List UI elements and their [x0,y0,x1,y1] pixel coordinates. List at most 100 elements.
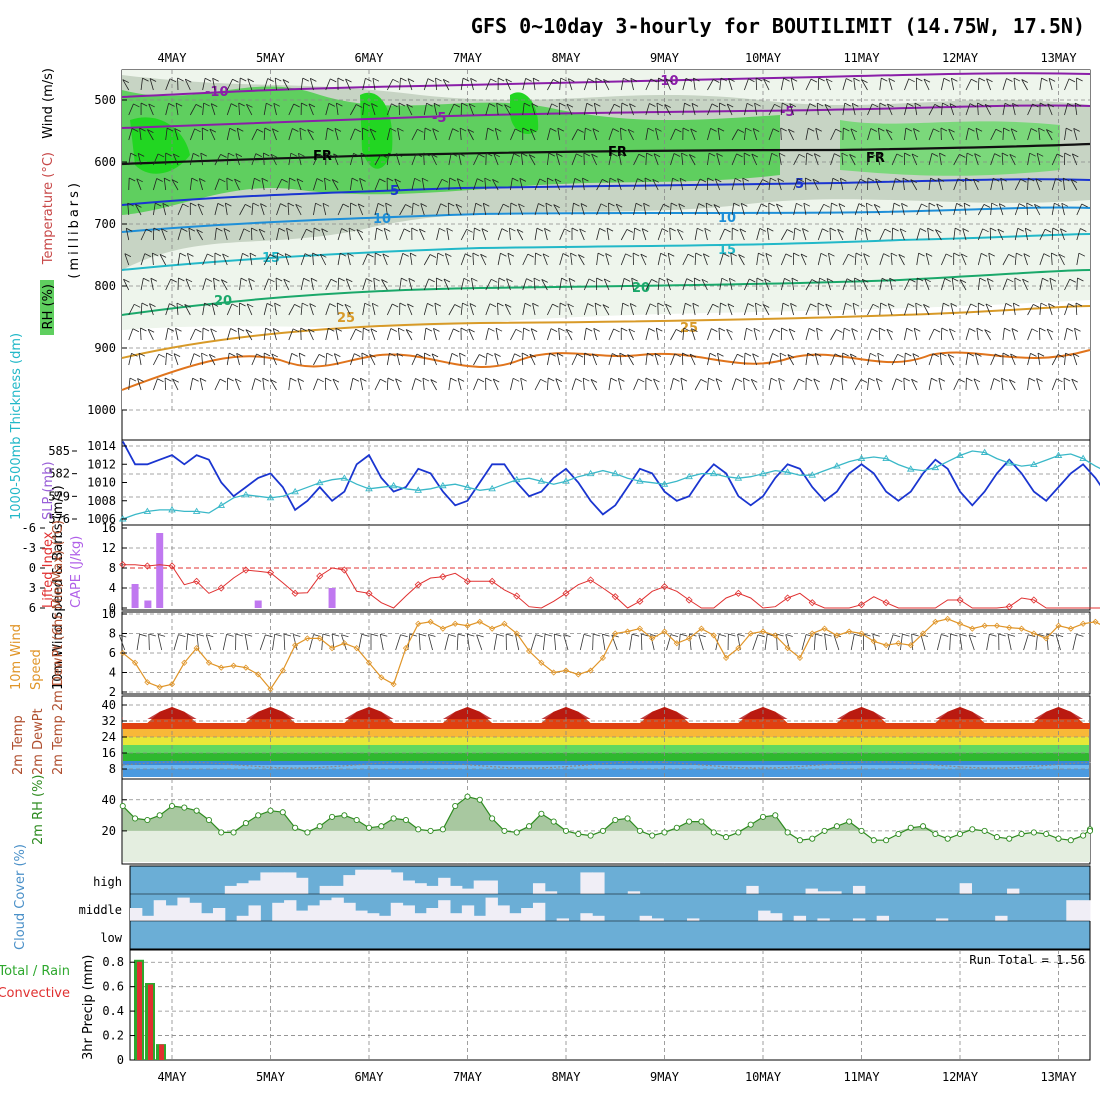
wind-barb [485,353,488,366]
wind-barb [165,353,167,366]
wind-barb [1008,379,1016,391]
wind-barb-flag [595,77,602,82]
wind-barb [768,153,773,166]
wind-barb [1010,128,1016,141]
wind-barb [189,128,195,141]
wind-barb-flag [364,302,371,307]
wind-barb-flag [421,177,429,182]
wind-barb-flag [717,352,724,357]
wind-barb-flag [824,104,832,108]
wind-barb [148,633,150,651]
wind-barb-flag [782,302,790,307]
wind-barb-flag [682,127,690,132]
wind-barb-flag [757,634,766,638]
wind-barb [1009,154,1016,166]
day-label-top: 9MAY [650,51,680,65]
wind-barb-flag [872,303,880,308]
wind-barb-flag [562,253,570,257]
wind-barb [447,202,450,216]
contour-label: FR [608,145,627,160]
wind-barb-flag [870,352,877,357]
wind-barb-flag [369,353,376,358]
wind-barb-flag [371,103,378,107]
wind-barb [448,328,454,341]
wind-barb [128,153,132,166]
wind-barb [813,153,819,166]
y-tick-label: 0.8 [102,955,124,969]
wind-barb [244,634,249,651]
wind-barb-flag [615,203,623,208]
wind-barb-flag [826,78,833,83]
wind-barb [309,303,314,316]
wind-speed-point [452,620,459,627]
wind-barb [349,178,353,191]
wind-barb-flag [571,227,579,232]
wind-barb-flag [596,277,603,282]
wind-barb [730,253,733,266]
wind-barb-flag [965,177,972,182]
wind-barb [1076,228,1081,241]
wind-speed-point [673,640,680,647]
wind-barb-flag [199,178,206,182]
wind-barb [147,129,154,141]
wind-speed-point [993,622,1001,629]
wind-barb-flag [129,377,137,382]
wind-barb [670,202,672,216]
wind-barb [743,78,749,91]
wind-barb [936,203,942,216]
wind-barb [591,353,597,366]
wind-barb-flag [976,327,984,332]
wind-barb-flag [651,279,658,283]
wind-barb [1060,228,1065,241]
wind-barb [731,153,737,166]
wind-barb [399,278,402,291]
wind-barb-flag [745,127,752,132]
lifted-index-point [217,584,225,592]
wind-barb-flag [982,228,989,233]
wind-barb [959,279,967,291]
wind-barb [630,78,634,91]
wind-barb [873,204,881,216]
wind-barb [456,634,459,651]
wind-barb [226,153,229,166]
wind-barb [557,128,561,141]
wind-barb-flag [392,78,399,83]
wind-barb [693,78,696,91]
wind-barb-flag [204,302,211,307]
cloud-middle-cell [793,915,807,921]
wind-barb-flag [544,633,553,637]
wind-barb-flag [405,329,413,333]
wind-barb-flag [809,103,816,107]
wind-barb [904,78,910,91]
wind-barb [842,303,846,316]
wind-barb [468,103,474,116]
wind-barb [990,353,996,366]
rh-point [587,832,594,839]
wind-barb [803,203,807,216]
wind-barb-flag [169,303,176,307]
wind-barb-flag [958,378,965,383]
wind-barb-flag [1049,277,1057,282]
wind-barb-flag [834,353,842,358]
wind-barb-flag [823,203,830,208]
wind-barb-flag [867,177,875,182]
wind-barb-flag [375,252,382,257]
wind-barb-flag [957,178,965,183]
wind-barb-flag [266,302,274,307]
wind-barb [209,128,216,141]
cloud-high-cell [331,885,344,894]
wind-barb [274,78,277,91]
wind-barb-flag [857,227,864,232]
wind-barb [520,153,524,166]
wind-barb [629,303,634,316]
contour-label: 5 [795,177,804,192]
wind-barb-flag [794,227,802,232]
wind-barb [854,379,862,391]
rh-point [304,829,311,836]
wind-barb [750,379,758,391]
wind-barb [226,128,231,141]
wind-barb [189,104,197,116]
wind-barb [521,352,524,366]
wind-barb [925,253,930,266]
wind-barb-flag [287,202,295,207]
